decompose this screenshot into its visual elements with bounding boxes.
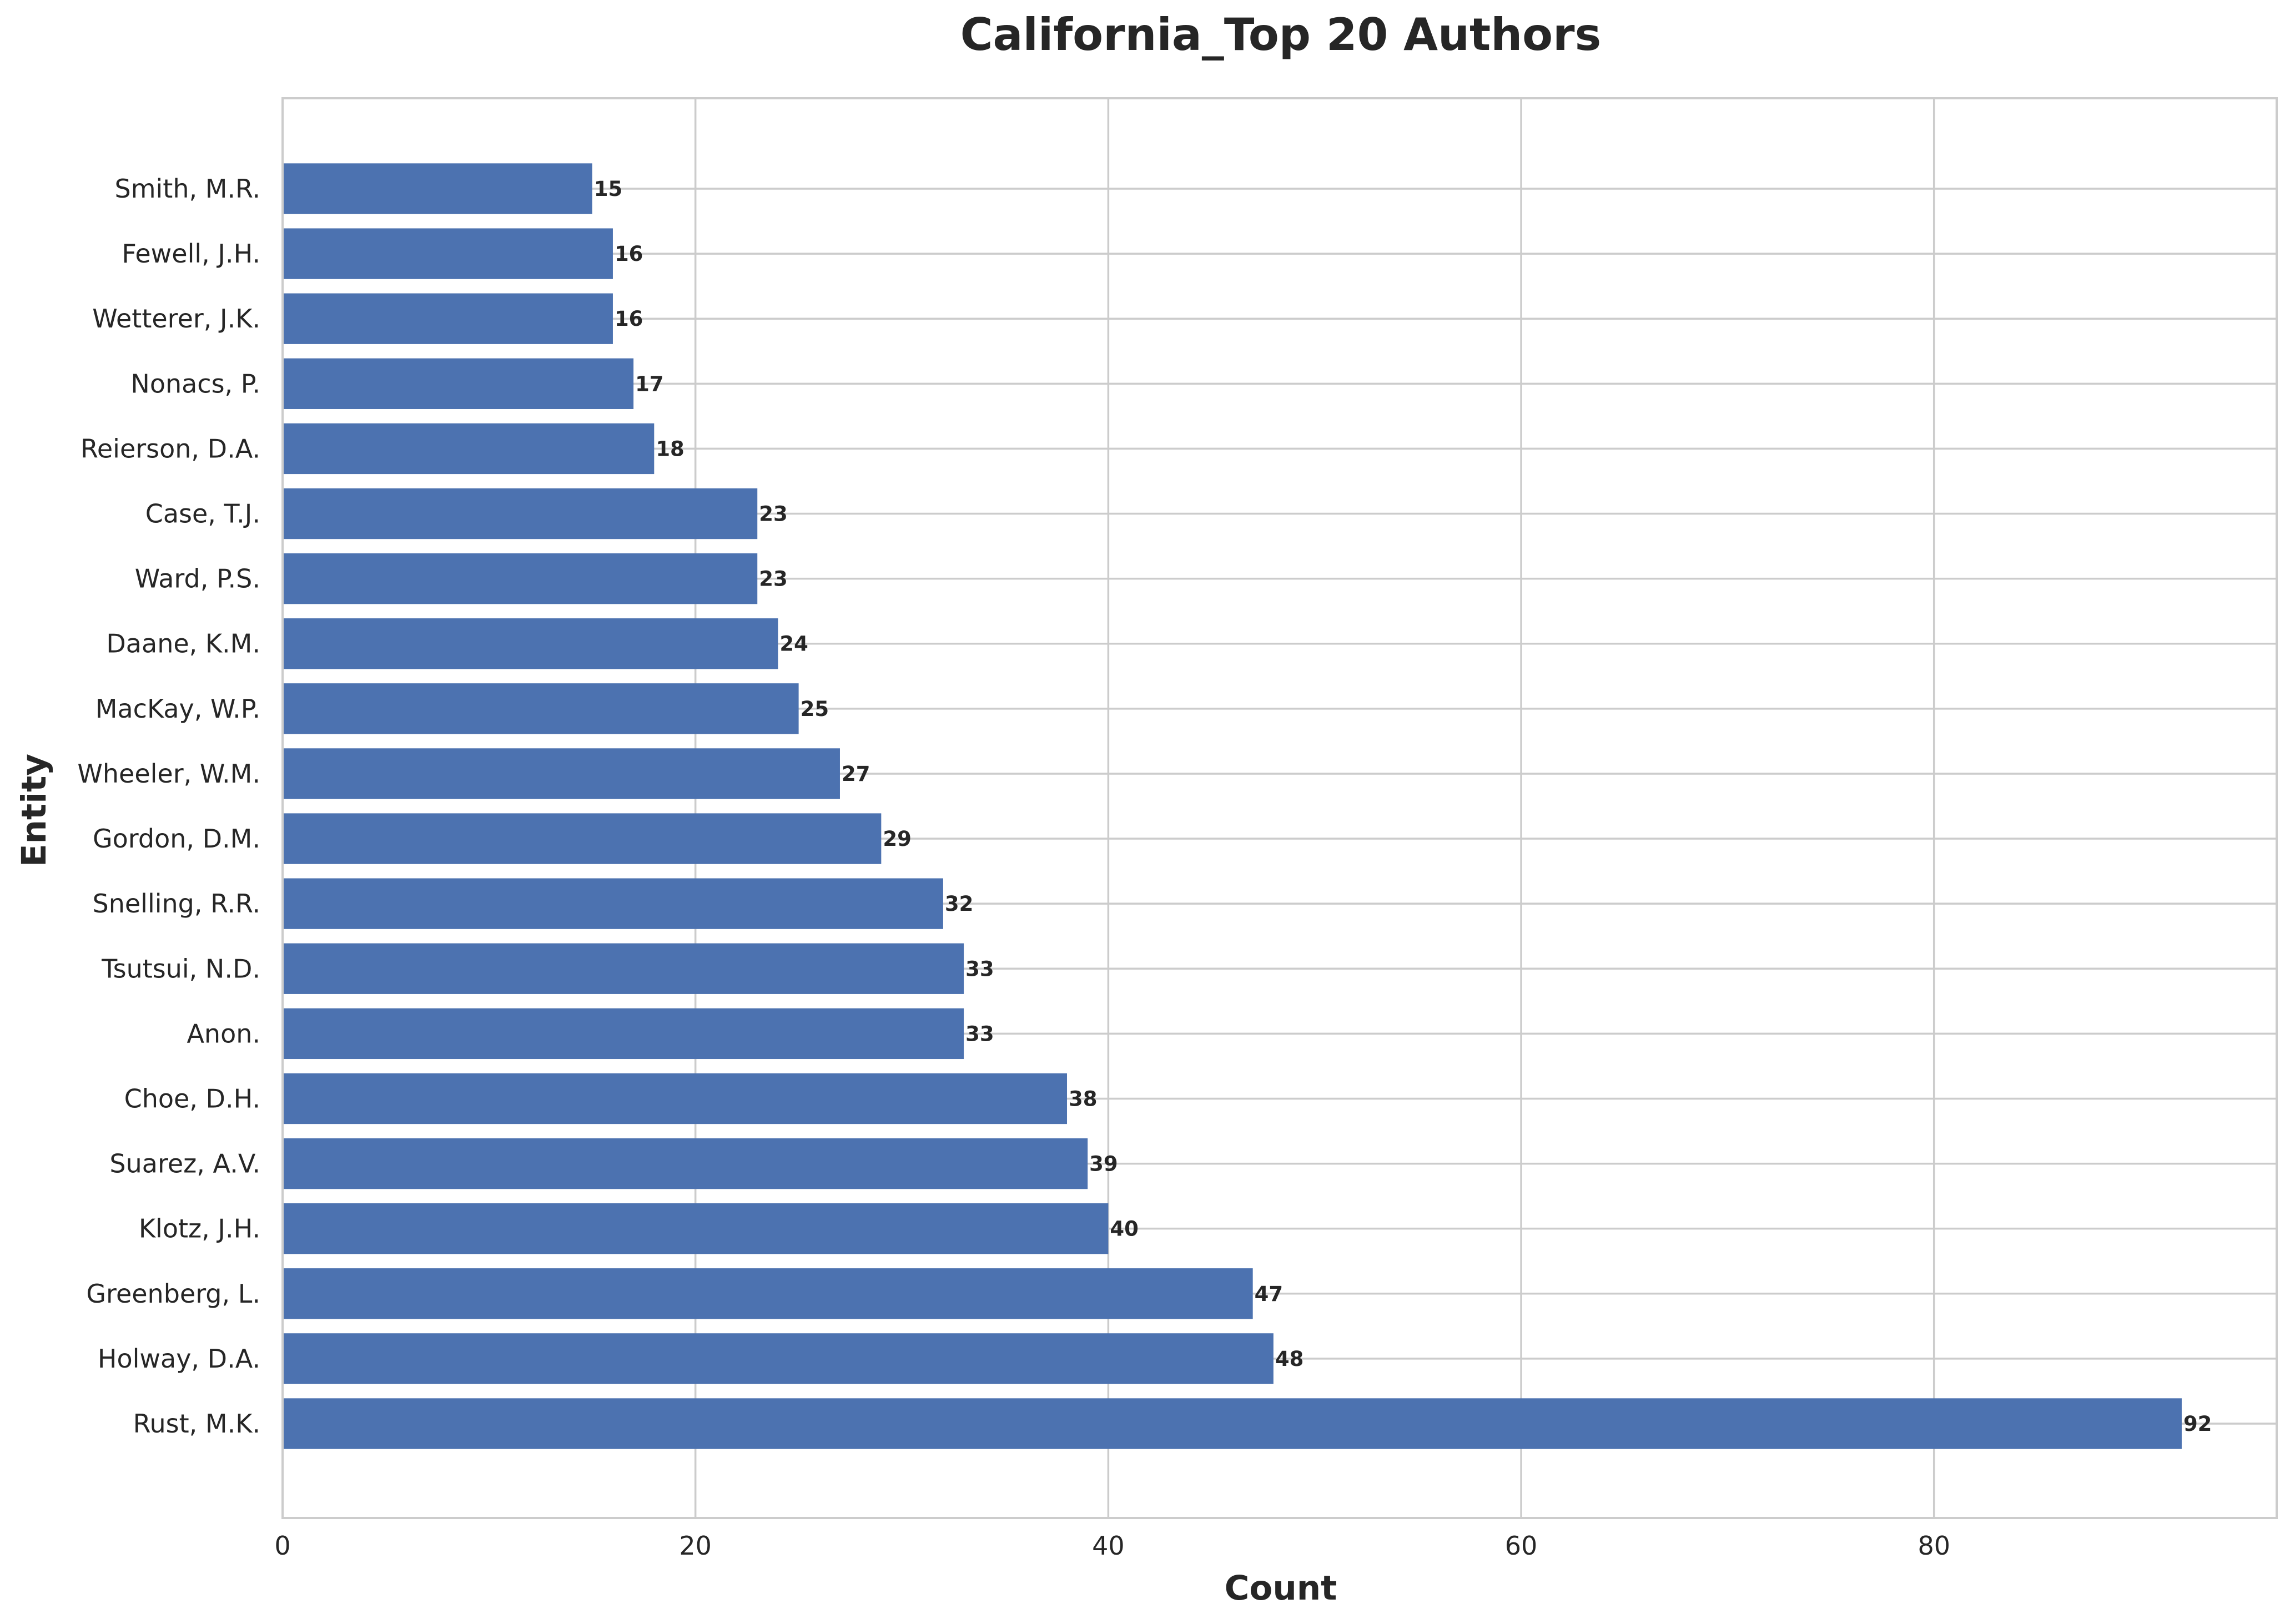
bar-value-label: 48 (1275, 1347, 1304, 1371)
y-tick-label: Wheeler, W.M. (77, 759, 260, 789)
bar (283, 683, 799, 734)
bar-value-label: 32 (945, 892, 974, 916)
y-axis-label: Entity (14, 754, 54, 867)
bar-value-label: 16 (615, 242, 643, 266)
y-tick-label: Case, T.J. (145, 499, 260, 529)
y-tick-label: MacKay, W.P. (95, 694, 260, 724)
bar-value-label: 33 (965, 1022, 994, 1046)
y-tick-label: Snelling, R.R. (93, 889, 260, 919)
y-tick-label: Greenberg, L. (86, 1279, 260, 1309)
y-tick-label: Nonacs, P. (130, 369, 260, 399)
y-tick-label: Anon. (187, 1018, 260, 1048)
y-tick-label: Klotz, J.H. (139, 1214, 260, 1244)
bar (283, 488, 758, 539)
bar (283, 1398, 2182, 1449)
bar (283, 553, 758, 604)
y-tick-label: Rust, M.K. (133, 1409, 260, 1439)
bar (283, 1073, 1068, 1124)
bar-value-label: 27 (842, 762, 870, 786)
plot-frame (281, 97, 2278, 1519)
bar (283, 228, 613, 279)
bar (283, 1008, 964, 1060)
y-tick-label: Holway, D.A. (98, 1344, 260, 1374)
bar-value-label: 33 (965, 957, 994, 981)
bar-value-label: 23 (759, 567, 788, 591)
y-tick-label: Choe, D.H. (124, 1083, 260, 1113)
y-tick-label: Gordon, D.M. (93, 824, 260, 854)
bar-value-label: 92 (2183, 1412, 2212, 1436)
y-tick-label: Suarez, A.V. (109, 1149, 260, 1179)
x-tick-label: 0 (274, 1531, 290, 1561)
bar-value-labels: 92 48 47 40 39 38 33 33 32 29 27 25 24 23 23 18 17 16 16 15 (594, 177, 2212, 1436)
bar (283, 358, 634, 409)
bar (283, 1138, 1088, 1189)
bar-value-label: 23 (759, 502, 788, 526)
y-tick-label: Reierson, D.A. (80, 433, 260, 463)
bar-value-label: 17 (635, 372, 664, 396)
bar (283, 943, 964, 994)
bar (283, 423, 655, 475)
y-tick-label: Wetterer, J.K. (92, 304, 260, 334)
bars (283, 163, 2182, 1449)
bar-value-label: 25 (801, 697, 829, 721)
y-tick-labels: Rust, M.K. Holway, D.A. Greenberg, L. Klotz… (77, 174, 260, 1439)
bar-value-label: 29 (883, 827, 912, 851)
bar-value-label: 38 (1069, 1087, 1098, 1111)
bar (283, 1333, 1274, 1384)
bar-value-label: 47 (1255, 1282, 1284, 1306)
bar-value-label: 24 (779, 632, 808, 656)
bar (283, 813, 882, 864)
bar-value-label: 15 (594, 177, 623, 201)
bar (283, 163, 592, 214)
bar-value-label: 39 (1089, 1152, 1118, 1176)
bar (283, 618, 778, 669)
y-tick-label: Tsutsui, N.D. (101, 954, 260, 984)
y-tick-label: Daane, K.M. (106, 629, 260, 659)
bar (283, 293, 613, 344)
bar (283, 748, 840, 799)
chart-title: California_Top 20 Authors (960, 9, 1601, 60)
x-tick-label: 80 (1917, 1531, 1950, 1561)
x-tick-labels: 0 20 40 60 80 (274, 1531, 1950, 1561)
bar-value-label: 18 (656, 437, 685, 461)
y-tick-label: Fewell, J.H. (122, 239, 260, 269)
y-tick-label: Ward, P.S. (135, 564, 260, 594)
bar (283, 1268, 1253, 1319)
x-axis-label: Count (1225, 1568, 1337, 1608)
y-tick-label: Smith, M.R. (115, 174, 260, 204)
bar-value-label: 40 (1110, 1217, 1139, 1241)
bar (283, 878, 943, 929)
bar-value-label: 16 (615, 307, 643, 331)
x-tick-label: 40 (1092, 1531, 1125, 1561)
x-tick-label: 20 (679, 1531, 712, 1561)
x-tick-label: 60 (1505, 1531, 1538, 1561)
bar (283, 1203, 1109, 1254)
